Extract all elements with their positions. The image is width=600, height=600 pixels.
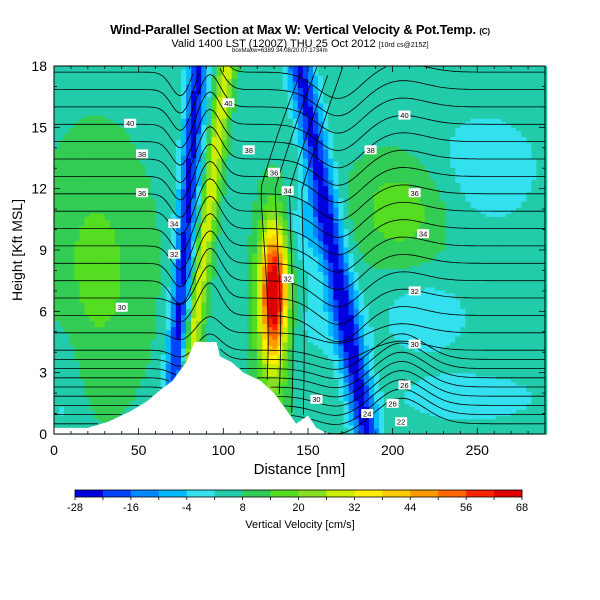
colorbar-swatch xyxy=(130,490,160,497)
colorbar-swatch xyxy=(494,490,523,497)
y-tick-label: 18 xyxy=(31,58,47,74)
theta-contour-label: 38 xyxy=(242,145,255,155)
box-info: boxMaxw=6389 34.08/20 07.1734m xyxy=(232,48,328,54)
vertical-velocity-field xyxy=(54,66,548,435)
theta-contour-label: 22 xyxy=(395,417,408,427)
y-tick-label: 15 xyxy=(31,119,47,135)
y-axis-label: Height [Kft MSL] xyxy=(9,199,25,301)
x-axis-label: Distance [nm] xyxy=(254,461,346,478)
x-tick-label: 250 xyxy=(466,442,490,458)
y-tick-label: 3 xyxy=(39,365,47,381)
colorbar-swatch xyxy=(438,490,467,497)
theta-contour-label: 34 xyxy=(417,229,430,239)
colorbar-tick-label: 20 xyxy=(292,502,304,514)
colorbar-swatch xyxy=(298,490,327,497)
colorbar-tick-label: -16 xyxy=(123,502,139,514)
y-tick-label: 12 xyxy=(31,181,47,197)
theta-contour-label: 24 xyxy=(361,409,374,419)
colorbar-swatch xyxy=(410,490,439,497)
theta-contour-label: 38 xyxy=(364,145,377,155)
colorbar-swatch xyxy=(466,490,495,497)
x-tick-label: 0 xyxy=(50,442,58,458)
theta-contour-label: 40 xyxy=(398,110,411,120)
x-tick-label: 200 xyxy=(381,442,405,458)
copyright-mark: (C) xyxy=(479,27,490,36)
theta-contour-label: 40 xyxy=(124,118,137,128)
colorbar-tick-label: 56 xyxy=(460,502,472,514)
model-info: [10rd cs@215Z] xyxy=(378,42,429,49)
y-tick-label: 0 xyxy=(39,426,47,442)
chart-title: Wind-Parallel Section at Max W: Vertical… xyxy=(110,22,490,37)
colorbar-swatch xyxy=(242,490,271,497)
theta-contour-label: 40 xyxy=(222,98,235,108)
theta-contours-vertical xyxy=(260,66,343,416)
x-tick-label: 150 xyxy=(296,442,320,458)
theta-contour-label: 38 xyxy=(136,149,149,159)
theta-contour-label: 36 xyxy=(268,167,281,177)
colorbar-tick-label: 44 xyxy=(404,502,416,514)
colorbar-swatch xyxy=(354,490,383,497)
theta-contour-label: 34 xyxy=(168,218,181,228)
theta-contour-label: 26 xyxy=(398,380,411,390)
colorbar-swatch xyxy=(214,490,243,497)
theta-contour-label: 36 xyxy=(136,188,149,198)
colorbar-tick-label: 68 xyxy=(516,502,528,514)
y-tick-label: 9 xyxy=(39,242,47,258)
theta-contour-label: 34 xyxy=(281,186,294,196)
terrain xyxy=(54,342,545,434)
theta-contour-label: 36 xyxy=(408,188,421,198)
colorbar-swatch xyxy=(382,490,411,497)
theta-contour-label: 32 xyxy=(168,249,181,259)
colorbar: -28 -16 -4 8 20 32 44 56 68 Vertical Velocity [cm… xyxy=(67,489,528,531)
theta-contour-label: 26 xyxy=(386,398,399,408)
chart-subtitle: Valid 1400 LST (1200Z) THU 25 Oct 2012 [… xyxy=(171,38,429,50)
colorbar-swatch xyxy=(75,490,104,497)
theta-contour-label: 30 xyxy=(310,394,323,404)
colorbar-tick-label: -28 xyxy=(67,502,83,514)
y-tick-label: 6 xyxy=(39,303,47,319)
colorbar-swatch xyxy=(270,490,299,497)
colorbar-swatch xyxy=(326,490,355,497)
colorbar-swatch xyxy=(186,490,215,497)
x-tick-label: 100 xyxy=(212,442,236,458)
colorbar-tick-label: 32 xyxy=(348,502,360,514)
theta-contour-label: 30 xyxy=(115,302,128,312)
theta-contour-label: 30 xyxy=(408,339,421,349)
colorbar-swatch xyxy=(102,490,132,497)
theta-contour-label: 32 xyxy=(281,274,294,284)
colorbar-label: Vertical Velocity [cm/s] xyxy=(245,519,354,531)
colorbar-tick-label: 8 xyxy=(240,502,246,514)
theta-contours xyxy=(54,65,545,435)
colorbar-swatch xyxy=(158,490,188,497)
colorbar-tick-label: -4 xyxy=(182,502,192,514)
theta-contour-label: 32 xyxy=(408,286,421,296)
x-tick-label: 50 xyxy=(131,442,147,458)
